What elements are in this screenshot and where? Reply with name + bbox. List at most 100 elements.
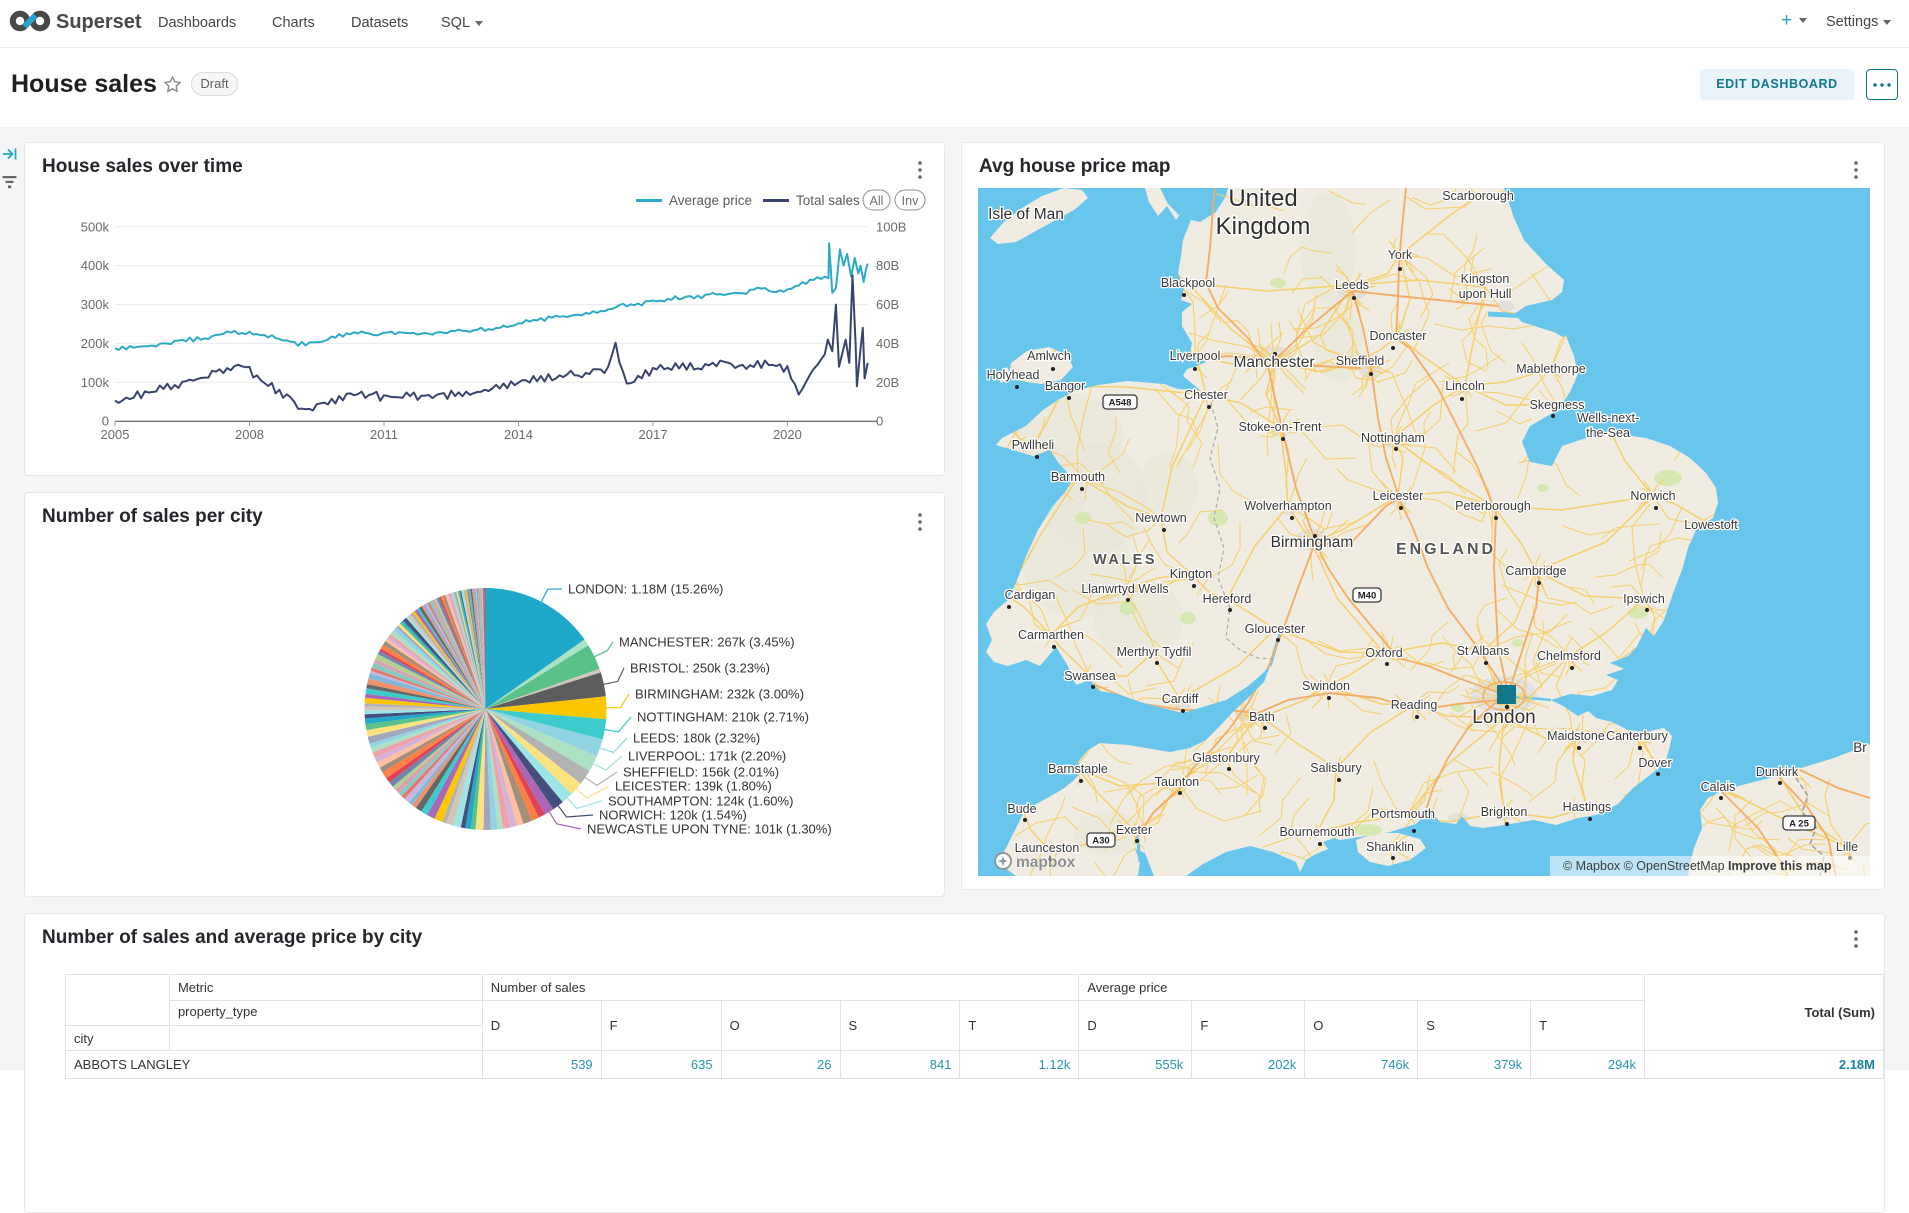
svg-text:Blackpool: Blackpool xyxy=(1161,276,1215,290)
svg-text:Mablethorpe: Mablethorpe xyxy=(1516,362,1586,376)
svg-text:BRISTOL: 250k (3.23%): BRISTOL: 250k (3.23%) xyxy=(630,661,770,676)
svg-text:M40: M40 xyxy=(1358,591,1376,602)
svg-text:LEEDS: 180k (2.32%): LEEDS: 180k (2.32%) xyxy=(633,731,760,746)
svg-text:Dover: Dover xyxy=(1638,756,1671,770)
svg-text:Average price: Average price xyxy=(669,193,752,208)
svg-text:All: All xyxy=(870,194,884,208)
svg-text:WALES: WALES xyxy=(1093,552,1157,568)
svg-text:Isle of Man: Isle of Man xyxy=(988,206,1064,223)
svg-text:Portsmouth: Portsmouth xyxy=(1371,807,1435,821)
svg-text:Leicester: Leicester xyxy=(1373,489,1424,503)
svg-text:100B: 100B xyxy=(876,219,906,234)
svg-text:London: London xyxy=(1472,707,1535,728)
svg-text:Bangor: Bangor xyxy=(1045,379,1085,393)
svg-text:Swindon: Swindon xyxy=(1302,679,1350,693)
svg-text:Ipswich: Ipswich xyxy=(1623,592,1665,606)
svg-text:Br: Br xyxy=(1853,740,1867,755)
svg-text:SHEFFIELD: 156k (2.01%): SHEFFIELD: 156k (2.01%) xyxy=(623,765,779,780)
svg-text:100k: 100k xyxy=(81,375,110,390)
svg-text:Reading: Reading xyxy=(1391,698,1438,712)
svg-text:© Mapbox © OpenStreetMap Impro: © Mapbox © OpenStreetMap Improve this ma… xyxy=(1563,859,1832,873)
svg-text:Launceston: Launceston xyxy=(1015,841,1080,855)
svg-text:ENGLAND: ENGLAND xyxy=(1396,541,1496,558)
svg-text:Leeds: Leeds xyxy=(1335,278,1369,292)
svg-text:Salisbury: Salisbury xyxy=(1310,761,1362,775)
svg-text:20B: 20B xyxy=(876,375,899,390)
svg-text:2014: 2014 xyxy=(504,427,533,442)
svg-text:Holyhead: Holyhead xyxy=(987,368,1040,382)
svg-text:BIRMINGHAM: 232k (3.00%): BIRMINGHAM: 232k (3.00%) xyxy=(635,687,804,702)
svg-text:Brighton: Brighton xyxy=(1481,805,1528,819)
svg-text:NORWICH: 120k (1.54%): NORWICH: 120k (1.54%) xyxy=(599,808,747,823)
svg-text:Scarborough: Scarborough xyxy=(1442,189,1514,203)
svg-text:LONDON: 1.18M (15.26%): LONDON: 1.18M (15.26%) xyxy=(568,582,723,597)
svg-text:Glastonbury: Glastonbury xyxy=(1192,751,1260,765)
svg-text:Kingdom: Kingdom xyxy=(1216,213,1311,240)
svg-text:Lowestoft: Lowestoft xyxy=(1684,518,1738,532)
svg-text:Barmouth: Barmouth xyxy=(1051,470,1105,484)
svg-text:2005: 2005 xyxy=(101,427,130,442)
svg-text:0: 0 xyxy=(876,414,883,429)
svg-text:Wolverhampton: Wolverhampton xyxy=(1244,499,1331,513)
svg-text:the-Sea: the-Sea xyxy=(1586,426,1630,440)
svg-text:MANCHESTER: 267k (3.45%): MANCHESTER: 267k (3.45%) xyxy=(619,635,795,650)
svg-text:Shanklin: Shanklin xyxy=(1366,840,1414,854)
svg-text:Llanwrtyd Wells: Llanwrtyd Wells xyxy=(1081,582,1168,596)
svg-text:Swansea: Swansea xyxy=(1064,669,1115,683)
svg-text:400k: 400k xyxy=(81,258,110,273)
svg-text:2008: 2008 xyxy=(235,427,264,442)
svg-text:Lincoln: Lincoln xyxy=(1445,379,1485,393)
svg-text:mapbox: mapbox xyxy=(1016,854,1076,871)
svg-text:Manchester: Manchester xyxy=(1234,354,1315,371)
svg-text:500k: 500k xyxy=(81,219,110,234)
svg-text:NOTTINGHAM: 210k (2.71%): NOTTINGHAM: 210k (2.71%) xyxy=(637,710,809,725)
svg-text:upon Hull: upon Hull xyxy=(1459,287,1512,301)
svg-text:Cardigan: Cardigan xyxy=(1005,588,1056,602)
svg-text:Wells-next-: Wells-next- xyxy=(1577,411,1639,425)
svg-text:Skegness: Skegness xyxy=(1530,398,1585,412)
svg-text:Cambridge: Cambridge xyxy=(1505,564,1566,578)
svg-text:Merthyr Tydfil: Merthyr Tydfil xyxy=(1117,645,1192,659)
svg-text:Taunton: Taunton xyxy=(1155,775,1200,789)
svg-text:A 25: A 25 xyxy=(1789,819,1809,830)
svg-text:LIVERPOOL: 171k (2.20%): LIVERPOOL: 171k (2.20%) xyxy=(628,749,786,764)
svg-text:SOUTHAMPTON: 124k (1.60%): SOUTHAMPTON: 124k (1.60%) xyxy=(608,794,793,809)
svg-text:Carmarthen: Carmarthen xyxy=(1018,628,1084,642)
svg-text:Pwllheli: Pwllheli xyxy=(1012,438,1054,452)
svg-text:Exeter: Exeter xyxy=(1116,823,1152,837)
svg-text:Bournemouth: Bournemouth xyxy=(1279,825,1354,839)
svg-text:2020: 2020 xyxy=(773,427,802,442)
svg-text:Bude: Bude xyxy=(1007,802,1036,816)
svg-text:Norwich: Norwich xyxy=(1630,489,1675,503)
svg-text:2011: 2011 xyxy=(370,427,398,442)
svg-text:Amlwch: Amlwch xyxy=(1027,349,1071,363)
svg-text:Dunkirk: Dunkirk xyxy=(1756,765,1799,779)
svg-text:Chelmsford: Chelmsford xyxy=(1537,649,1601,663)
svg-text:LEICESTER: 139k (1.80%): LEICESTER: 139k (1.80%) xyxy=(615,779,772,794)
svg-text:Stoke-on-Trent: Stoke-on-Trent xyxy=(1239,420,1322,434)
svg-text:York: York xyxy=(1388,248,1413,262)
svg-text:Inv: Inv xyxy=(902,194,919,208)
svg-text:Total sales: Total sales xyxy=(796,193,860,208)
svg-text:80B: 80B xyxy=(876,258,899,273)
svg-text:Peterborough: Peterborough xyxy=(1455,499,1531,513)
svg-text:0: 0 xyxy=(102,414,109,429)
svg-text:Barnstaple: Barnstaple xyxy=(1048,762,1108,776)
svg-text:Calais: Calais xyxy=(1701,780,1736,794)
svg-text:Maidstone: Maidstone xyxy=(1547,729,1605,743)
svg-text:Doncaster: Doncaster xyxy=(1370,329,1427,343)
svg-text:A30: A30 xyxy=(1092,836,1109,847)
svg-text:Hastings: Hastings xyxy=(1563,800,1612,814)
svg-text:2017: 2017 xyxy=(639,427,668,442)
svg-text:Gloucester: Gloucester xyxy=(1245,622,1305,636)
svg-text:A548: A548 xyxy=(1109,398,1132,409)
svg-text:Chester: Chester xyxy=(1184,388,1228,402)
svg-text:Nottingham: Nottingham xyxy=(1361,431,1425,445)
svg-text:Kingston: Kingston xyxy=(1461,272,1510,286)
svg-text:Kington: Kington xyxy=(1170,567,1212,581)
svg-text:Hereford: Hereford xyxy=(1203,592,1252,606)
svg-text:200k: 200k xyxy=(81,336,110,351)
svg-text:Bath: Bath xyxy=(1249,710,1275,724)
svg-text:Lille: Lille xyxy=(1836,840,1858,854)
svg-text:St Albans: St Albans xyxy=(1457,644,1510,658)
